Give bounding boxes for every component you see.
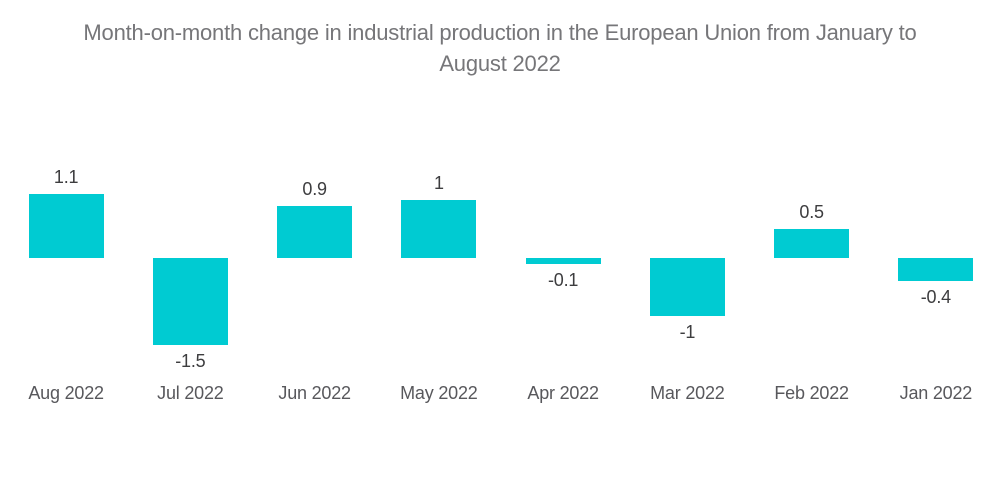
- bar-chart: 1.1 Aug 2022 -1.5 Jul 2022 0.9 Jun 2022 1 May 2…: [4, 0, 998, 504]
- chart-title-line-2: August 2022: [439, 51, 561, 76]
- value-label: 0.5: [799, 202, 824, 222]
- value-label: 0.9: [302, 178, 327, 199]
- value-label: -1.5: [175, 351, 206, 371]
- category-label: Apr 2022: [527, 383, 599, 403]
- category-label: Mar 2022: [650, 383, 725, 403]
- value-label: -0.4: [920, 287, 951, 308]
- bar-apr-2022: [525, 258, 601, 264]
- bar-aug-2022: [28, 194, 104, 258]
- category-label: Aug 2022: [28, 383, 104, 403]
- category-label: Feb 2022: [774, 383, 849, 403]
- bar-mar-2022: [649, 258, 725, 316]
- bar-may-2022: [401, 200, 477, 258]
- value-label: 1.1: [53, 167, 79, 188]
- category-label: May 2022: [400, 383, 478, 403]
- category-label: Jun 2022: [278, 383, 351, 403]
- category-label: Jan 2022: [899, 383, 973, 403]
- value-label: 1: [433, 173, 444, 193]
- category-label: Jul 2022: [157, 383, 224, 403]
- value-label: -0.1: [548, 269, 579, 290]
- bar-jun-2022: [277, 205, 353, 258]
- bar-feb-2022: [774, 229, 850, 258]
- bar-jul-2022: [152, 258, 228, 345]
- bar-jan-2022: [898, 258, 974, 282]
- value-label: -1: [679, 322, 696, 342]
- chart-title: Month-on-month change in industrial prod…: [0, 17, 1000, 79]
- chart-title-line-1: Month-on-month change in industrial prod…: [83, 20, 917, 45]
